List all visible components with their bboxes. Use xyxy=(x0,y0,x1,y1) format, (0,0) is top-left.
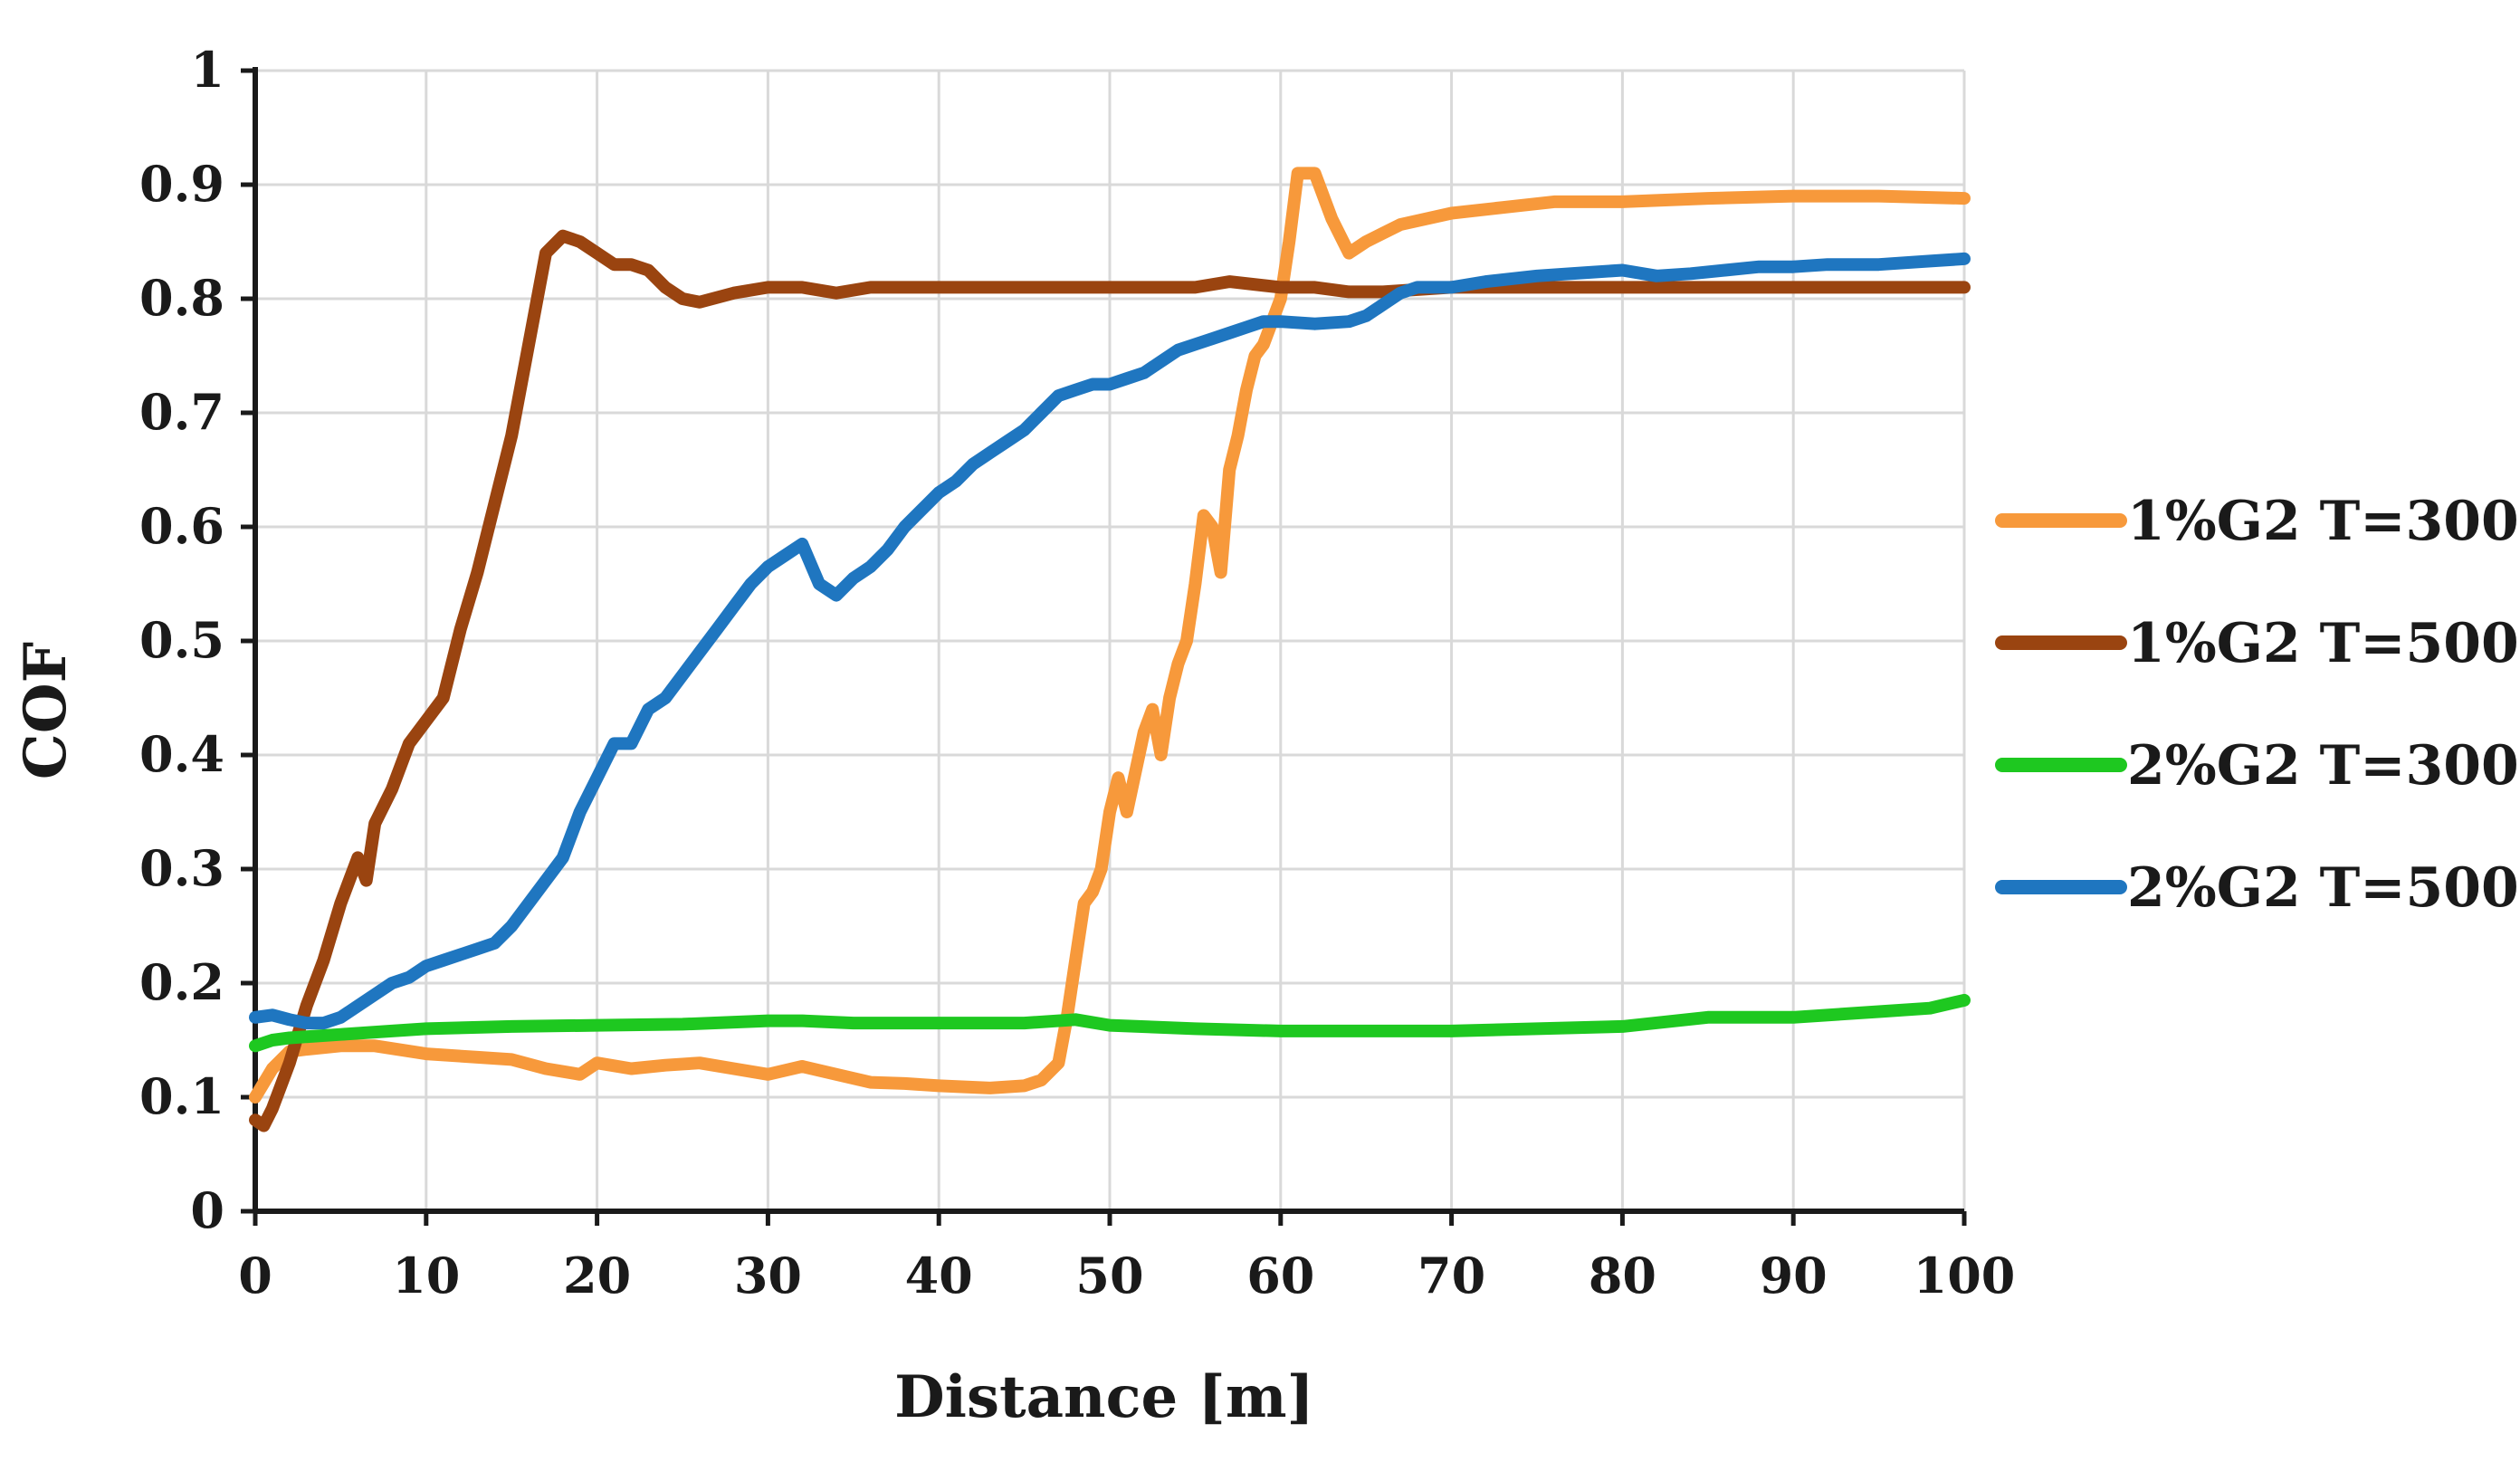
y-tick-label: 0.2 xyxy=(139,953,224,1011)
y-axis-ticks: 0 0.1 0.2 0.3 0.4 0.5 0.6 0.7 0.8 0.9 1 xyxy=(139,41,255,1239)
y-tick-label: 0.7 xyxy=(139,383,224,441)
y-tick-label: 0.4 xyxy=(139,725,224,783)
x-tick-label: 70 xyxy=(1418,1247,1485,1304)
legend-label-3: 2%G2 T=300° xyxy=(2127,734,2520,798)
x-tick-label: 30 xyxy=(734,1247,802,1304)
x-tick-label: 50 xyxy=(1075,1247,1143,1304)
y-tick-label: 1 xyxy=(190,41,224,99)
y-tick-label: 0.1 xyxy=(139,1067,224,1125)
series-line-2 xyxy=(249,229,1971,1132)
x-tick-label: 60 xyxy=(1246,1247,1314,1304)
y-tick-label: 0.8 xyxy=(139,269,224,327)
x-tick-label: 40 xyxy=(905,1247,973,1304)
x-tick-label: 10 xyxy=(392,1247,460,1304)
y-tick-label: 0.3 xyxy=(139,839,224,897)
series-line-3 xyxy=(249,993,1971,1053)
y-axis-title: COF xyxy=(12,642,80,779)
legend-label-4: 2%G2 T=500° xyxy=(2127,856,2520,920)
legend: 1%G2 T=300° 1%G2 T=500° 2%G2 T=300° 2%G2 T=… xyxy=(1995,490,2520,920)
grid-lines xyxy=(255,69,1966,1211)
x-tick-label: 0 xyxy=(238,1247,272,1304)
x-tick-label: 80 xyxy=(1589,1247,1656,1304)
x-tick-label: 100 xyxy=(1914,1247,2016,1304)
y-tick-label: 0.9 xyxy=(139,155,224,213)
x-axis-title: Distance [m] xyxy=(894,1363,1314,1431)
series-lines xyxy=(249,167,1971,1132)
x-axis-ticks: 0 10 20 30 40 50 60 70 80 90 100 xyxy=(238,1211,2015,1304)
y-tick-label: 0 xyxy=(190,1181,224,1239)
legend-label-2: 1%G2 T=500° xyxy=(2127,612,2520,675)
legend-label-1: 1%G2 T=300° xyxy=(2127,490,2520,553)
x-tick-label: 20 xyxy=(563,1247,631,1304)
x-tick-label: 90 xyxy=(1760,1247,1828,1304)
series-line-1 xyxy=(249,167,1971,1104)
y-tick-label: 0.6 xyxy=(139,497,224,555)
series-line-4 xyxy=(249,252,1971,1030)
y-tick-label: 0.5 xyxy=(139,611,224,669)
